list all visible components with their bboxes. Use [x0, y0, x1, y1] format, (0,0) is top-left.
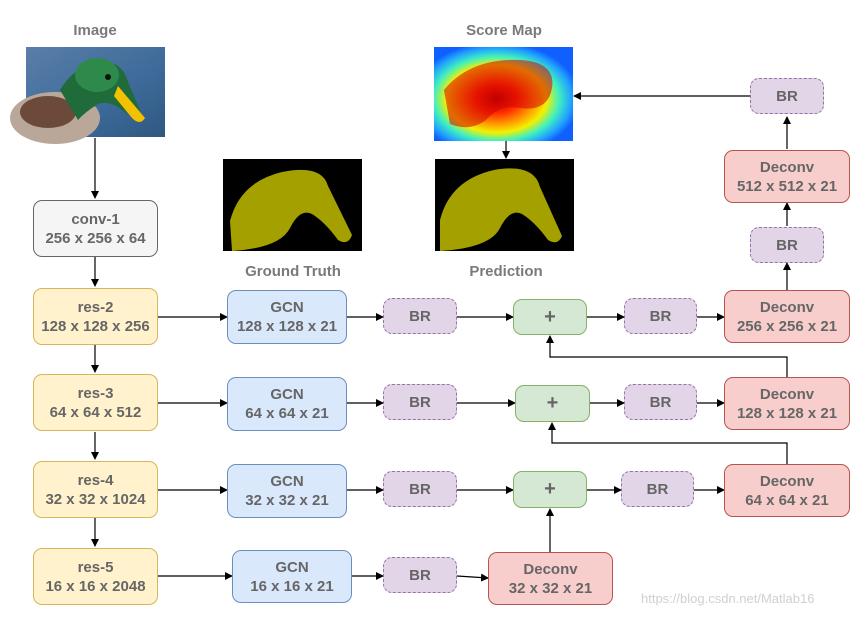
prediction-mask — [435, 159, 574, 251]
node-name: GCN — [270, 473, 304, 490]
arrow-deconv4-plus-row3 — [548, 422, 788, 464]
res3-node: res-3 64 x 64 x 512 — [33, 374, 158, 431]
sum-node-row2: + — [513, 299, 587, 335]
node-name: GCN — [270, 386, 304, 403]
node-name: res-5 — [77, 558, 114, 576]
plus-label: + — [544, 478, 556, 500]
plus-label: + — [546, 392, 559, 414]
prediction-label: Prediction — [469, 263, 543, 280]
watermark-text: https://blog.csdn.net/Matlab16 — [641, 591, 815, 606]
deconv-node-row3: Deconv 128 x 128 x 21 — [724, 377, 850, 430]
sum-node-row3: + — [515, 385, 590, 422]
br-label: BR — [649, 307, 672, 325]
node-dims: 16 x 16 x 21 — [250, 577, 334, 595]
br-label: BR — [409, 566, 431, 584]
sum-node-row4: + — [513, 471, 587, 508]
br-node-row2: BR — [383, 298, 457, 334]
node-name: GCN — [275, 558, 309, 576]
br-node-top: BR — [750, 78, 824, 114]
br-node-row4: BR — [383, 471, 457, 507]
node-name: Deconv — [759, 158, 815, 176]
br-node-upper: BR — [750, 227, 824, 263]
node-dims: 32 x 32 x 21 — [508, 579, 593, 597]
node-dims: 128 x 128 x 21 — [236, 318, 338, 335]
node-name: GCN — [270, 299, 304, 316]
node-dims: 256 x 256 x 64 — [45, 229, 146, 247]
deconv-node-row4: Deconv 64 x 64 x 21 — [724, 464, 850, 517]
node-dims: 64 x 64 x 21 — [245, 405, 329, 422]
node-dims: 512 x 512 x 21 — [736, 177, 838, 195]
node-dims: 64 x 64 x 21 — [745, 491, 829, 509]
br-label: BR — [409, 307, 431, 325]
arrow-br-deconv-row5 — [456, 573, 489, 582]
br-label: BR — [409, 480, 431, 498]
score-map-heatmap — [434, 47, 573, 141]
br-node-row3: BR — [383, 384, 457, 420]
node-dims: 16 x 16 x 2048 — [45, 577, 146, 595]
gcn-node-res3: GCN 64 x 64 x 21 — [227, 377, 347, 431]
conv1-node: conv-1 256 x 256 x 64 — [33, 200, 158, 257]
deconv-node-top: Deconv 512 x 512 x 21 — [724, 150, 850, 203]
node-name: Deconv — [759, 298, 815, 316]
ground-truth-mask — [223, 159, 362, 251]
node-name: res-2 — [77, 298, 114, 316]
gcn-node-res5: GCN 16 x 16 x 21 — [232, 550, 352, 603]
br-label: BR — [409, 393, 431, 411]
deconv-node-row2: Deconv 256 x 256 x 21 — [724, 290, 850, 343]
br-label: BR — [776, 87, 798, 105]
res4-node: res-4 32 x 32 x 1024 — [33, 461, 158, 518]
node-name: Deconv — [759, 472, 815, 490]
res5-node: res-5 16 x 16 x 2048 — [33, 548, 158, 605]
deconv-node-row5: Deconv 32 x 32 x 21 — [488, 552, 613, 605]
br-node-sum-row4: BR — [621, 471, 694, 507]
node-dims: 64 x 64 x 512 — [49, 403, 142, 421]
node-name: res-3 — [77, 384, 114, 402]
image-label: Image — [73, 22, 117, 39]
arrow-deconv3-plus-row2 — [546, 335, 788, 377]
gcn-node-res4: GCN 32 x 32 x 21 — [227, 464, 347, 518]
br-label: BR — [776, 236, 798, 254]
score-map-label: Score Map — [466, 22, 542, 39]
ground-truth-label: Ground Truth — [245, 263, 341, 280]
duck-photo — [10, 47, 165, 144]
node-dims: 32 x 32 x 21 — [245, 492, 329, 509]
br-node-sum-row2: BR — [624, 298, 697, 334]
gcn-node-res2: GCN 128 x 128 x 21 — [227, 290, 347, 344]
res2-node: res-2 128 x 128 x 256 — [33, 288, 158, 345]
node-dims: 128 x 128 x 256 — [41, 317, 150, 335]
node-dims: 32 x 32 x 1024 — [45, 490, 146, 508]
node-name: conv-1 — [71, 210, 120, 228]
br-label: BR — [649, 393, 672, 411]
node-dims: 128 x 128 x 21 — [736, 404, 838, 422]
br-node-sum-row3: BR — [624, 384, 697, 420]
br-node-row5: BR — [383, 557, 457, 593]
br-label: BR — [646, 480, 669, 498]
plus-label: + — [544, 305, 556, 328]
node-dims: 256 x 256 x 21 — [736, 317, 838, 335]
node-name: Deconv — [759, 385, 815, 403]
node-name: Deconv — [523, 560, 578, 578]
node-name: res-4 — [77, 471, 114, 489]
